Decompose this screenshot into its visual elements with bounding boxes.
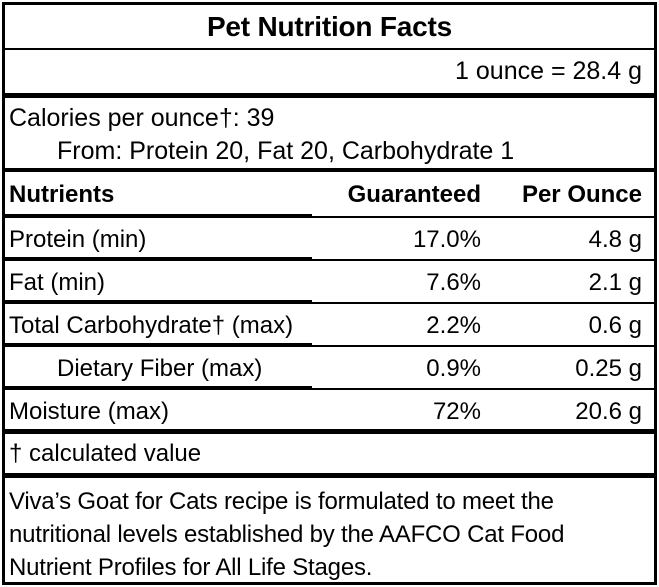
per-ounce-value: 20.6 g xyxy=(575,398,642,425)
aafco-statement-line: Viva’s Goat for Cats recipe is formulate… xyxy=(9,488,554,515)
guaranteed-value: 7.6% xyxy=(426,268,481,296)
nutrient-name: Moisture (max) xyxy=(9,398,170,425)
aafco-statement-line: Nutrient Profiles for All Life Stages. xyxy=(9,554,373,581)
per-ounce-value: 2.1 g xyxy=(588,268,642,296)
calories-section: Calories per ounce†: 39 From: Protein 20… xyxy=(5,98,654,172)
table-row: Total Carbohydrate† (max) 2.2% 0.6 g xyxy=(5,304,654,347)
nutrient-name: Fat (min) xyxy=(9,268,105,296)
nutrient-name: Dietary Fiber (max) xyxy=(57,354,263,382)
label-title: Pet Nutrition Facts xyxy=(5,5,654,50)
nutrient-name: Total Carbohydrate† (max) xyxy=(9,311,294,339)
guaranteed-value: 0.9% xyxy=(426,354,481,382)
table-row: Moisture (max) 72% 20.6 g xyxy=(5,390,654,434)
guaranteed-value: 72% xyxy=(432,398,481,425)
guaranteed-value: 2.2% xyxy=(426,311,481,339)
table-row: Fat (min) 7.6% 2.1 g xyxy=(5,261,654,304)
footnote: † calculated value xyxy=(5,434,654,478)
guaranteed-value: 17.0% xyxy=(412,225,481,253)
per-ounce-value: 4.8 g xyxy=(588,225,642,253)
nutrient-table-body: Protein (min) 17.0% 4.8 g Fat (min) 7.6%… xyxy=(5,218,654,434)
table-header-nutrients: Nutrients xyxy=(9,181,115,208)
table-row: Dietary Fiber (max) 0.9% 0.25 g xyxy=(5,347,654,390)
per-ounce-value: 0.6 g xyxy=(588,311,642,339)
aafco-statement: Viva’s Goat for Cats recipe is formulate… xyxy=(5,478,654,584)
aafco-statement-line: nutritional levels established by the AA… xyxy=(9,521,565,548)
calories-from-breakdown: From: Protein 20, Fat 20, Carbohydrate 1 xyxy=(57,137,515,165)
table-row: Protein (min) 17.0% 4.8 g xyxy=(5,218,654,261)
table-header-row: Nutrients Guaranteed Per Ounce xyxy=(5,172,654,218)
calories-per-ounce: Calories per ounce†: 39 xyxy=(9,104,275,132)
table-header-guaranteed: Guaranteed xyxy=(347,181,481,208)
table-header-per-ounce: Per Ounce xyxy=(521,181,642,208)
nutrient-name: Protein (min) xyxy=(9,225,147,253)
per-ounce-value: 0.25 g xyxy=(575,354,642,382)
serving-equivalence: 1 ounce = 28.4 g xyxy=(5,50,654,98)
